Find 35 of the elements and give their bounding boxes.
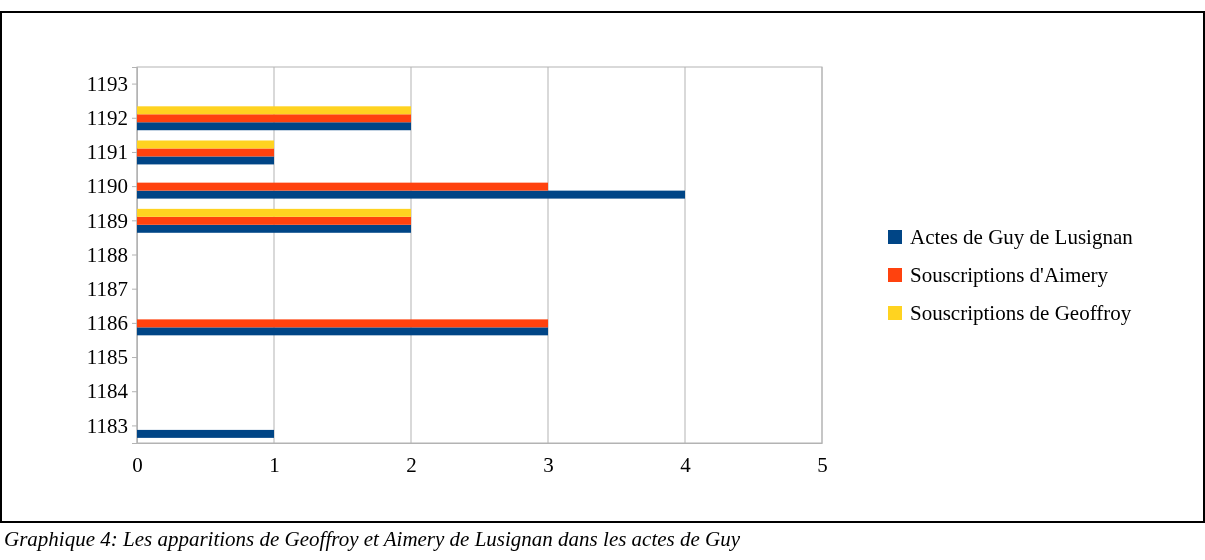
y-tick-label: 1188 (86, 242, 128, 267)
legend-label: Actes de Guy de Lusignan (910, 225, 1134, 249)
legend-label: Souscriptions de Geoffroy (910, 301, 1132, 325)
y-tick-label: 1187 (86, 276, 128, 301)
y-tick-label: 1190 (86, 174, 128, 199)
y-tick-label: 1189 (86, 208, 128, 233)
bar (137, 182, 548, 191)
x-tick-label: 5 (817, 452, 828, 477)
y-tick-label: 1183 (86, 413, 128, 438)
text: Graphique 4: Les apparitions de Geoffroy et Aimery de Lusignan dans les actes de Guy (4, 527, 741, 551)
x-tick-label: 0 (132, 452, 143, 477)
x-tick-label: 4 (680, 452, 692, 477)
bar (137, 106, 411, 115)
bar (137, 327, 548, 336)
bar (137, 114, 411, 123)
bar (137, 190, 685, 199)
bar (137, 122, 411, 131)
y-tick-label: 1185 (86, 345, 128, 370)
x-tick-label: 2 (406, 452, 417, 477)
bar (137, 156, 274, 165)
y-tick-label: 1184 (86, 379, 129, 404)
bar (137, 140, 274, 149)
x-tick-label: 1 (269, 452, 280, 477)
bar (137, 208, 411, 217)
bar (137, 148, 274, 157)
y-tick-label: 1192 (86, 105, 128, 130)
bar (137, 224, 411, 233)
legend-label: Souscriptions d'Aimery (910, 263, 1109, 287)
bar (137, 429, 274, 438)
bar (137, 216, 411, 225)
y-tick-label: 1186 (86, 311, 128, 336)
x-tick-label: 3 (543, 452, 554, 477)
y-tick-label: 1193 (86, 71, 128, 96)
y-tick-label: 1191 (86, 140, 128, 165)
bar (137, 319, 548, 328)
